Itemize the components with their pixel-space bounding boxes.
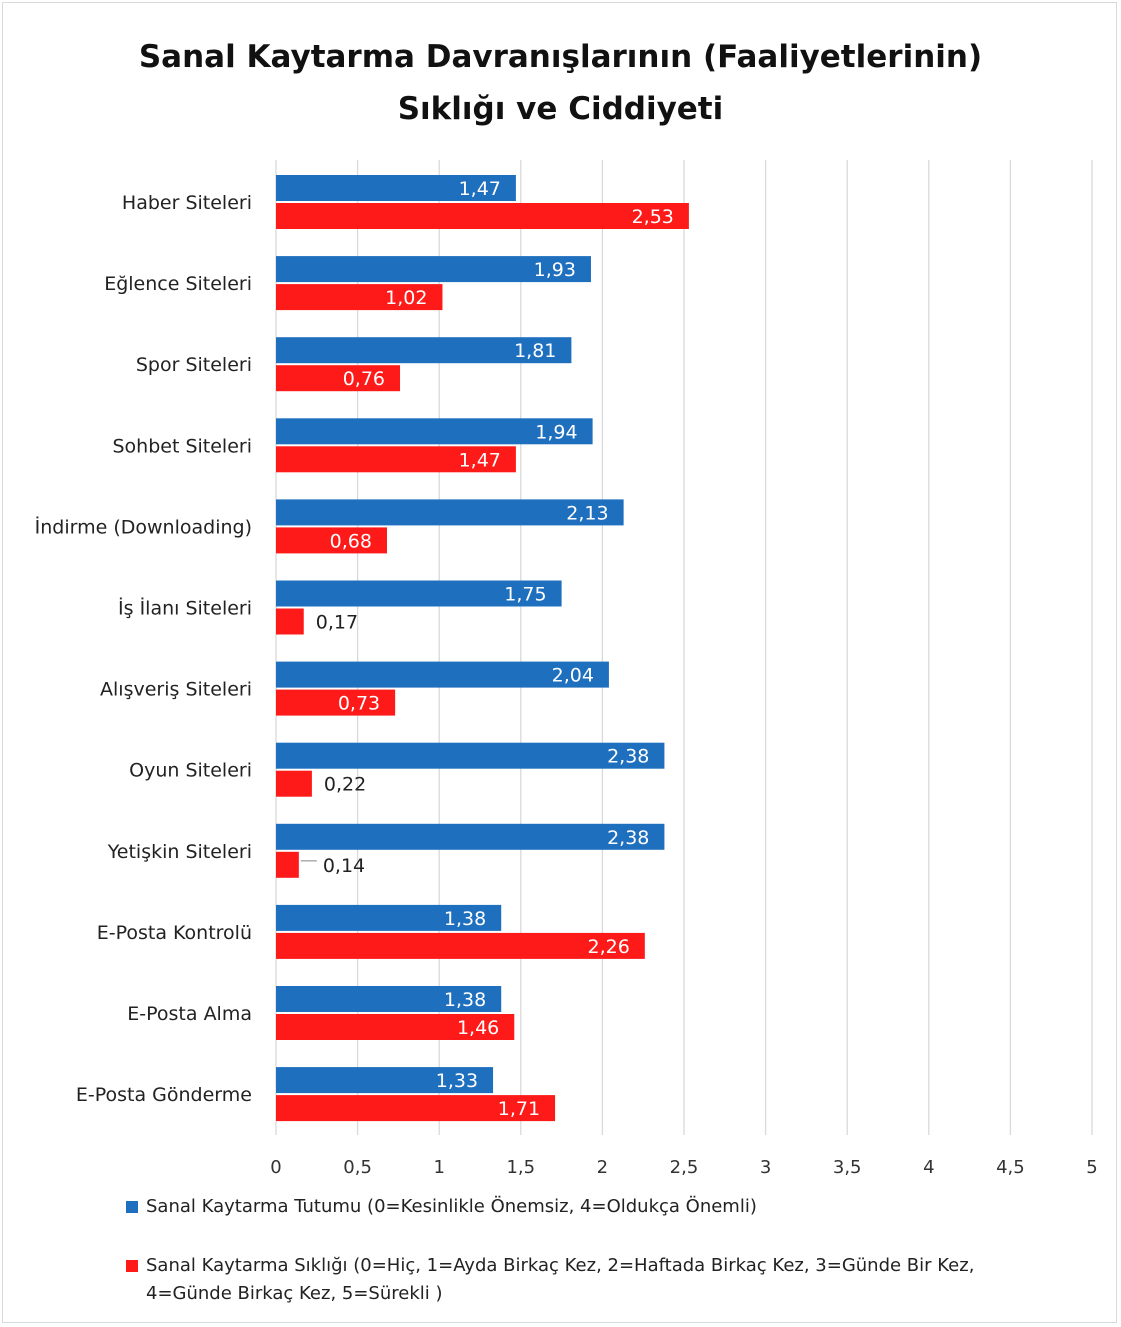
y-category-label-4: İndirme (Downloading): [35, 515, 252, 538]
bar-series-1-cat-2: [276, 365, 401, 392]
data-label-series-1-cat-9: 2,26: [588, 936, 630, 958]
bar-series-0-cat-9: [276, 904, 502, 931]
y-category-label-10: E-Posta Alma: [127, 1003, 252, 1025]
bar-series-1-cat-3: [276, 446, 516, 473]
bar-series-0-cat-6: [276, 661, 609, 688]
data-label-series-1-cat-0: 2,53: [632, 206, 674, 228]
legend-swatch-siklik: [126, 1260, 138, 1272]
x-tick-label-7: 3,5: [833, 1157, 862, 1178]
data-label-series-0-cat-10: 1,38: [444, 989, 486, 1011]
legend-label-siklik-line-2: 4=Günde Birkaç Kez, 5=Sürekli ): [146, 1283, 443, 1304]
bar-series-0-cat-11: [276, 1067, 494, 1094]
y-category-label-0: Haber Siteleri: [122, 192, 252, 214]
x-tick-label-8: 4: [923, 1157, 934, 1178]
bar-series-0-cat-5: [276, 580, 562, 607]
bar-series-1-cat-4: [276, 527, 387, 554]
bar-series-1-cat-6: [276, 689, 396, 716]
x-tick-label-6: 3: [760, 1157, 771, 1178]
y-category-label-9: E-Posta Kontrolü: [97, 922, 252, 944]
bar-series-1-cat-8: [276, 851, 299, 878]
y-category-label-3: Sohbet Siteleri: [112, 435, 252, 457]
data-label-series-0-cat-9: 1,38: [444, 908, 486, 930]
data-label-series-0-cat-7: 2,38: [607, 746, 649, 768]
chart-title-line-1: Sanal Kaytarma Davranışlarının (Faaliyet…: [138, 39, 983, 75]
bar-series-1-cat-9: [276, 932, 645, 959]
data-label-series-1-cat-5: 0,17: [316, 612, 358, 634]
bar-series-0-cat-3: [276, 418, 593, 445]
y-category-label-6: Alışveriş Siteleri: [100, 679, 252, 701]
data-label-series-1-cat-8: 0,14: [323, 855, 365, 877]
data-label-series-1-cat-10: 1,46: [457, 1017, 499, 1039]
x-tick-label-4: 2: [597, 1157, 608, 1178]
x-tick-label-3: 1,5: [506, 1157, 535, 1178]
legend-label-tutum: Sanal Kaytarma Tutumu (0=Kesinlikle Önem…: [146, 1193, 1046, 1221]
x-tick-label-2: 1: [433, 1157, 444, 1178]
x-tick-label-9: 4,5: [996, 1157, 1025, 1178]
data-label-series-1-cat-6: 0,73: [338, 693, 380, 715]
bar-series-0-cat-1: [276, 256, 591, 283]
y-category-label-2: Spor Siteleri: [136, 354, 252, 376]
x-tick-label-5: 2,5: [670, 1157, 699, 1178]
data-label-series-0-cat-11: 1,33: [436, 1070, 478, 1092]
legend-swatch-tutum: [126, 1201, 138, 1213]
x-tick-label-1: 0,5: [343, 1157, 372, 1178]
legend-label-tutum-line-1: Sanal Kaytarma Tutumu (0=Kesinlikle Önem…: [146, 1196, 757, 1217]
x-tick-label-10: 5: [1086, 1157, 1097, 1178]
data-label-series-0-cat-3: 1,94: [535, 421, 577, 443]
chart-title: Sanal Kaytarma Davranışlarının (Faaliyet…: [3, 31, 1118, 135]
bar-series-1-cat-1: [276, 284, 443, 311]
data-label-series-1-cat-4: 0,68: [330, 530, 372, 552]
data-label-series-1-cat-11: 1,71: [498, 1098, 540, 1120]
legend-label-siklik: Sanal Kaytarma Sıklığı (0=Hiç, 1=Ayda Bi…: [146, 1252, 1046, 1308]
y-category-label-7: Oyun Siteleri: [129, 760, 252, 782]
data-label-series-0-cat-2: 1,81: [514, 340, 556, 362]
bar-series-1-cat-11: [276, 1095, 556, 1122]
y-category-label-1: Eğlence Siteleri: [104, 273, 252, 295]
chart-title-line-2: Sıklığı ve Ciddiyeti: [397, 91, 724, 127]
bar-series-1-cat-0: [276, 203, 689, 229]
data-label-series-1-cat-3: 1,47: [459, 449, 501, 471]
y-category-label-8: Yetişkin Siteleri: [107, 841, 252, 863]
data-label-series-0-cat-6: 2,04: [552, 665, 594, 687]
bar-series-0-cat-4: [276, 499, 624, 526]
x-tick-label-0: 0: [270, 1157, 281, 1178]
data-label-series-0-cat-8: 2,38: [607, 827, 649, 849]
y-category-label-5: İş İlanı Siteleri: [118, 597, 252, 620]
bar-series-0-cat-7: [276, 742, 665, 769]
y-category-label-11: E-Posta Gönderme: [76, 1084, 252, 1106]
bar-series-1-cat-5: [276, 608, 304, 635]
bar-series-1-cat-10: [276, 1014, 515, 1040]
bar-series-0-cat-0: [276, 175, 516, 201]
data-label-series-0-cat-5: 1,75: [504, 584, 546, 606]
data-label-series-0-cat-0: 1,47: [459, 178, 501, 200]
data-label-series-1-cat-7: 0,22: [324, 774, 366, 796]
legend-label-siklik-line-1: Sanal Kaytarma Sıklığı (0=Hiç, 1=Ayda Bi…: [146, 1255, 975, 1276]
data-label-series-1-cat-2: 0,76: [343, 368, 385, 390]
bar-series-0-cat-8: [276, 823, 665, 850]
data-label-series-0-cat-1: 1,93: [534, 259, 576, 281]
data-label-series-0-cat-4: 2,13: [566, 502, 608, 524]
bar-series-0-cat-10: [276, 986, 502, 1012]
data-label-series-1-cat-1: 1,02: [385, 287, 427, 309]
bar-series-0-cat-2: [276, 337, 572, 364]
bar-series-1-cat-7: [276, 770, 312, 797]
